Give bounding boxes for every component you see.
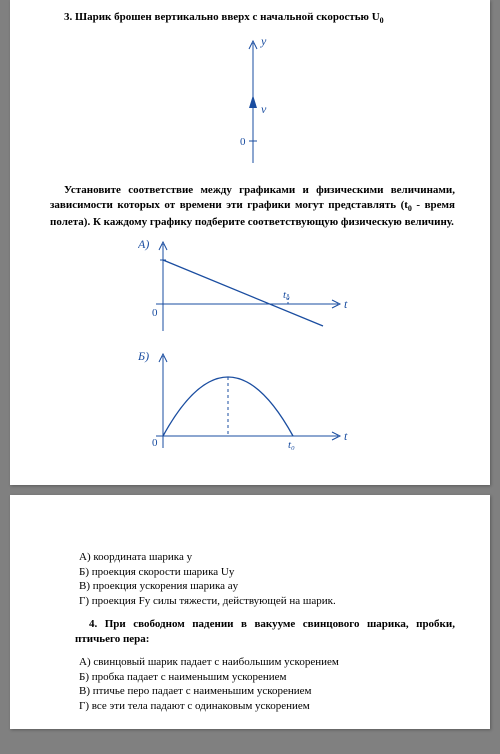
vertical-launch-diagram: y v 0: [193, 33, 313, 173]
chart-b-label: Б): [138, 349, 149, 363]
q3-answer-b: Б) проекция скорости шарика Uy: [75, 565, 455, 580]
q4-answer-a: А) свинцовый шарик падает с наибольшим у…: [75, 655, 455, 670]
y-axis-label: y: [260, 34, 267, 48]
q3-body-pre: Установите соответствие между графиками …: [50, 184, 455, 211]
q3-answer-a: А) координата шарика y: [75, 550, 455, 565]
v-label: v: [261, 102, 267, 116]
chart-a-t: t: [344, 297, 348, 311]
chart-b-t0: t₀: [288, 439, 295, 451]
q4-answer-v: В) птичье перо падает с наименьшим ускор…: [75, 684, 455, 699]
page-1: 3. Шарик брошен вертикально вверх с нача…: [10, 0, 490, 485]
chart-b-t: t: [344, 429, 348, 443]
q4-answer-g: Г) все эти тела падают с одинаковым уско…: [75, 699, 455, 714]
page-2: А) координата шарика y Б) проекция скоро…: [10, 495, 490, 729]
chart-a-zero: 0: [152, 307, 158, 319]
q3-body: Установите соответствие между графиками …: [50, 183, 455, 230]
q4-title: 4. При свободном падении в вакууме свинц…: [75, 617, 455, 647]
q3-title: 3. Шарик брошен вертикально вверх с нача…: [50, 10, 455, 27]
chart-a-t0: t₀: [283, 289, 290, 301]
chart-b: Б) t 0 t₀: [138, 348, 368, 460]
q3-answer-v: В) проекция ускорения шарика ay: [75, 579, 455, 594]
chart-a-wrap: A) t 0 t₀: [50, 236, 455, 338]
chart-b-wrap: Б) t 0 t₀: [50, 348, 455, 460]
q4-answer-b: Б) пробка падает с наименьшим ускорением: [75, 670, 455, 685]
chart-b-zero: 0: [152, 437, 158, 449]
q3-figure-1: y v 0: [50, 33, 455, 173]
q3-answer-g: Г) проекция Fy силы тяжести, действующей…: [75, 594, 455, 609]
q3-title-text: 3. Шарик брошен вертикально вверх с нача…: [64, 11, 380, 23]
chart-a: A) t 0 t₀: [138, 236, 368, 338]
zero-label: 0: [240, 136, 246, 148]
chart-a-label: A): [138, 237, 149, 251]
q3-title-sub: 0: [380, 16, 384, 25]
